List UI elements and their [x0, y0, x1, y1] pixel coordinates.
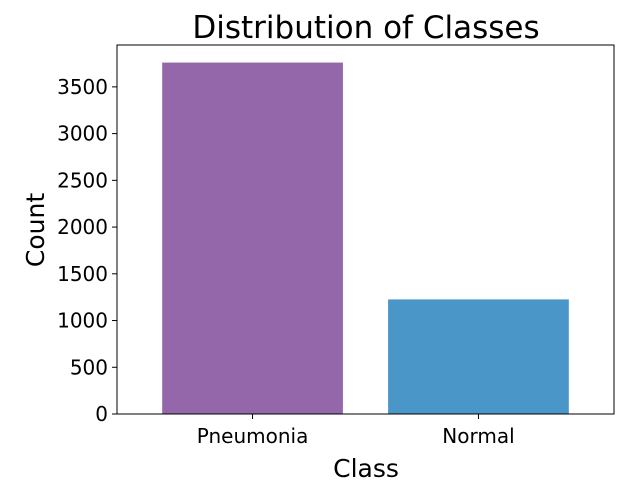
bar-pneumonia [162, 62, 343, 414]
bars [162, 62, 569, 414]
y-tick-label: 0 [95, 402, 108, 426]
bar-normal [388, 299, 569, 414]
y-tick-label: 2000 [57, 215, 108, 239]
x-axis-label: Class [333, 454, 399, 483]
y-tick-label: 1000 [57, 309, 108, 333]
plot-frame [116, 44, 615, 415]
x-tick-label: Pneumonia [197, 424, 309, 448]
y-axis-ticks: 0 500 1000 1500 2000 2500 3000 3500 [57, 75, 117, 426]
y-tick-label: 2500 [57, 168, 108, 192]
y-tick-label: 3000 [57, 122, 108, 146]
y-axis-label: Count [21, 193, 50, 267]
chart-title: Distribution of Classes [192, 10, 539, 46]
y-tick-label: 1500 [57, 262, 108, 286]
y-tick-label: 500 [70, 355, 108, 379]
x-axis-ticks: Pneumonia Normal [197, 414, 515, 448]
x-tick-label: Normal [442, 424, 514, 448]
y-tick-label: 3500 [57, 75, 108, 99]
